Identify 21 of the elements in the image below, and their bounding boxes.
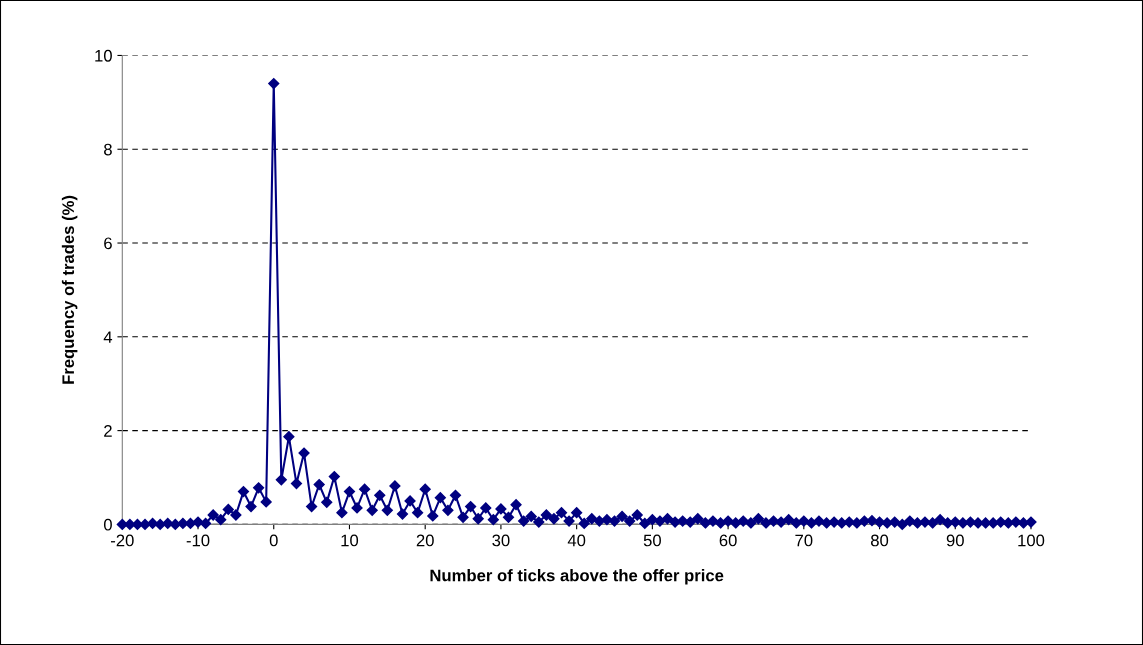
x-tick-label: 80 (870, 534, 889, 547)
x-tick-label: 20 (416, 534, 434, 547)
x-tick-label: 90 (946, 534, 964, 547)
y-tick-label: 8 (104, 143, 112, 156)
x-tick-label: 50 (643, 534, 661, 547)
y-tick-label: 6 (104, 237, 112, 250)
x-tick-label: -20 (111, 534, 134, 547)
x-tick-label: 100 (1018, 534, 1045, 547)
x-tick-label: 70 (795, 534, 813, 547)
x-tick-label: 60 (719, 534, 737, 547)
y-tick-label: 4 (103, 331, 113, 343)
x-tick-label: -10 (186, 534, 210, 547)
y-tick-label: 2 (104, 425, 112, 437)
x-axis-title: Number of ticks above the offer price (430, 569, 724, 585)
y-tick-label: 0 (103, 518, 112, 531)
x-tick-label: 40 (567, 534, 586, 547)
x-tick-label: 0 (269, 534, 278, 547)
x-tick-label: 30 (492, 534, 510, 547)
x-tick-label: 10 (341, 534, 359, 547)
y-tick-label: 10 (95, 49, 112, 62)
y-axis-title: Frequency of trades (%) (61, 195, 78, 384)
